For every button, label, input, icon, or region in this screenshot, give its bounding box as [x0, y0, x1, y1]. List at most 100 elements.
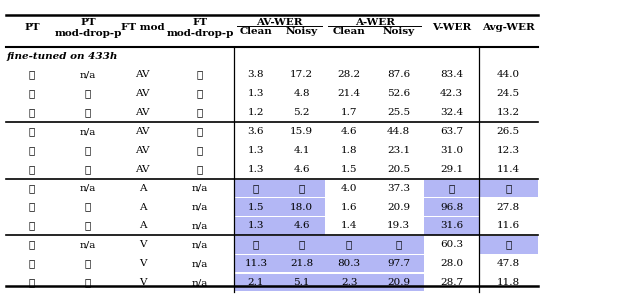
Text: 21.8: 21.8 [290, 259, 314, 268]
Bar [234, 236, 278, 253]
Text: 4.6: 4.6 [294, 165, 310, 174]
Text: 60.3: 60.3 [440, 240, 463, 249]
Text: V: V [139, 278, 146, 287]
Bar [373, 236, 424, 253]
Text: 1.3: 1.3 [248, 146, 264, 155]
Text: AV: AV [135, 71, 150, 79]
Text: ✗: ✗ [29, 127, 35, 136]
Text: 28.0: 28.0 [440, 259, 463, 268]
Text: 83.4: 83.4 [440, 71, 463, 79]
Text: A: A [139, 184, 146, 193]
Text: ✓: ✓ [85, 108, 91, 117]
Text: AV-WER: AV-WER [256, 18, 303, 27]
Bar [373, 255, 424, 272]
Text: 20.5: 20.5 [387, 165, 410, 174]
Text: ✗: ✗ [85, 146, 91, 155]
Text: n/a: n/a [80, 71, 96, 79]
Bar [234, 255, 278, 272]
Text: 4.0: 4.0 [341, 184, 357, 193]
Text: PT: PT [24, 23, 40, 32]
Text: 11.3: 11.3 [244, 259, 268, 268]
Text: AV: AV [135, 127, 150, 136]
Text: 24.5: 24.5 [497, 89, 520, 98]
Bar [234, 180, 278, 197]
Text: ✗: ✗ [449, 184, 454, 193]
Text: 23.1: 23.1 [387, 146, 410, 155]
Text: ✗: ✗ [85, 259, 91, 268]
Text: ✗: ✗ [29, 240, 35, 249]
Text: ✓: ✓ [29, 222, 35, 230]
Text: 47.8: 47.8 [497, 259, 520, 268]
Text: 97.7: 97.7 [387, 259, 410, 268]
Text: FT mod: FT mod [120, 23, 164, 32]
Text: 44.8: 44.8 [387, 127, 410, 136]
Text: 4.6: 4.6 [294, 222, 310, 230]
Text: ✗: ✗ [197, 108, 203, 117]
Bar [278, 217, 325, 235]
Bar [234, 199, 278, 216]
Text: ✓: ✓ [85, 165, 91, 174]
Text: n/a: n/a [192, 278, 208, 287]
Text: Avg-WER: Avg-WER [482, 23, 534, 32]
Text: 5.2: 5.2 [294, 108, 310, 117]
Text: 1.7: 1.7 [341, 108, 357, 117]
Text: 13.2: 13.2 [497, 108, 520, 117]
Bar [479, 236, 538, 253]
Text: ✗: ✗ [505, 240, 511, 249]
Text: 80.3: 80.3 [337, 259, 361, 268]
Bar [373, 274, 424, 291]
Text: ✗: ✗ [299, 184, 305, 193]
Text: ✗: ✗ [197, 89, 203, 98]
Text: ✗: ✗ [346, 240, 352, 249]
Text: 31.6: 31.6 [440, 222, 463, 230]
Text: n/a: n/a [80, 184, 96, 193]
Text: AV: AV [135, 108, 150, 117]
Text: AV: AV [135, 165, 150, 174]
Bar [424, 199, 479, 216]
Text: ✗: ✗ [197, 71, 203, 79]
Bar [278, 199, 325, 216]
Text: ✓: ✓ [29, 89, 35, 98]
Text: ✓: ✓ [29, 146, 35, 155]
Text: A: A [139, 222, 146, 230]
Text: 1.5: 1.5 [248, 203, 264, 212]
Text: 17.2: 17.2 [290, 71, 314, 79]
Text: 27.8: 27.8 [497, 203, 520, 212]
Bar [325, 255, 373, 272]
Text: A: A [139, 203, 146, 212]
Text: ✓: ✓ [29, 278, 35, 287]
Text: ✓: ✓ [29, 203, 35, 212]
Text: ✗: ✗ [29, 71, 35, 79]
Text: 28.7: 28.7 [440, 278, 463, 287]
Text: V: V [139, 259, 146, 268]
Text: ✗: ✗ [85, 203, 91, 212]
Text: 2.1: 2.1 [248, 278, 264, 287]
Text: 4.8: 4.8 [294, 89, 310, 98]
Text: AV: AV [135, 89, 150, 98]
Text: 15.9: 15.9 [290, 127, 314, 136]
Text: 20.9: 20.9 [387, 203, 410, 212]
Text: V: V [139, 240, 146, 249]
Text: Noisy: Noisy [383, 27, 415, 36]
Text: 96.8: 96.8 [440, 203, 463, 212]
Text: Clean: Clean [333, 27, 365, 36]
Text: 4.1: 4.1 [294, 146, 310, 155]
Bar [278, 236, 325, 253]
Text: 44.0: 44.0 [497, 71, 520, 79]
Text: FT
mod-drop-p: FT mod-drop-p [166, 18, 234, 38]
Text: 1.5: 1.5 [341, 165, 357, 174]
Text: 11.4: 11.4 [497, 165, 520, 174]
Text: ✓: ✓ [85, 222, 91, 230]
Bar [479, 180, 538, 197]
Text: 31.0: 31.0 [440, 146, 463, 155]
Text: fine-tuned on 433h: fine-tuned on 433h [6, 52, 118, 60]
Text: Noisy: Noisy [285, 27, 318, 36]
Bar [278, 274, 325, 291]
Text: 1.6: 1.6 [341, 203, 357, 212]
Text: ✗: ✗ [253, 240, 259, 249]
Text: ✓: ✓ [197, 146, 203, 155]
Text: PT
mod-drop-p: PT mod-drop-p [54, 18, 122, 38]
Text: ✗: ✗ [29, 184, 35, 193]
Text: ✗: ✗ [253, 184, 259, 193]
Text: 5.1: 5.1 [294, 278, 310, 287]
